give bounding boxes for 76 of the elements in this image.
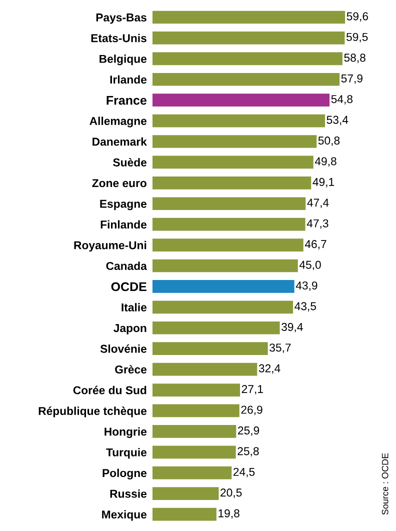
y-tick-label: Royaume-Uni [74, 240, 146, 252]
data-label: 45,0 [299, 260, 321, 270]
bar [152, 114, 326, 128]
bar [152, 321, 280, 334]
data-label: 59,5 [346, 32, 368, 42]
bar [152, 300, 294, 314]
data-label: 57,9 [341, 74, 362, 84]
y-tick-label: Italie [122, 303, 147, 312]
bar [152, 218, 306, 231]
data-label: 49,8 [314, 157, 336, 167]
y-tick-label: Corée du Sud [73, 386, 146, 394]
bar [152, 238, 304, 252]
bar [152, 10, 346, 24]
data-label: 50,8 [318, 136, 340, 146]
data-label: 24,5 [234, 468, 255, 478]
y-tick-label: République tchèque [38, 406, 147, 418]
bar [152, 32, 345, 44]
y-tick-label: Allemagne [90, 116, 147, 128]
y-tick-label: Suède [113, 158, 147, 166]
bar [152, 156, 314, 169]
bar [152, 197, 306, 210]
source-note: Source : OCDE [382, 453, 388, 515]
data-label: 25,9 [238, 426, 260, 436]
bar [152, 135, 317, 148]
y-tick-label: Japon [114, 324, 146, 334]
data-label: 32,4 [258, 364, 280, 374]
y-tick-label: Etats-Unis [91, 34, 146, 42]
data-label: 47,3 [306, 219, 328, 229]
bar [152, 72, 340, 86]
bar [152, 466, 232, 480]
y-tick-label: Turquie [106, 448, 147, 459]
y-tick-label: Pologne [102, 468, 147, 480]
data-label: 27,1 [242, 385, 263, 394]
bar [152, 52, 342, 66]
bar [152, 259, 298, 272]
y-tick-label: Zone euro [92, 179, 146, 188]
bar [152, 342, 268, 356]
y-tick-label: Pays-Bas [96, 14, 146, 24]
y-tick-label: Espagne [100, 200, 147, 210]
bar [152, 384, 240, 396]
y-tick-label: Hongrie [104, 427, 147, 438]
data-label: 54,8 [331, 95, 353, 104]
bar [152, 362, 258, 376]
data-label: 20,5 [220, 488, 242, 498]
data-label: 46,7 [304, 240, 326, 250]
data-label: 43,9 [296, 281, 318, 291]
y-tick-label: Grèce [115, 365, 147, 374]
data-label: 35,7 [270, 344, 291, 354]
bar [152, 404, 240, 418]
data-label: 39,4 [282, 322, 303, 332]
data-label: 58,8 [344, 54, 366, 64]
bar [152, 94, 330, 107]
y-tick-label: Russie [110, 489, 147, 498]
y-tick-label: Slovénie [100, 344, 147, 353]
bar [152, 508, 216, 521]
data-label: 47,4 [307, 198, 329, 208]
y-tick-label: Finlande [100, 220, 147, 229]
data-label: 53,4 [326, 116, 348, 126]
bar [152, 176, 312, 190]
y-tick-label: Irlande [110, 75, 147, 84]
bar [152, 487, 219, 500]
data-label: 25,8 [238, 447, 259, 457]
y-tick-label: France [106, 96, 146, 105]
bar [152, 425, 236, 438]
bar [152, 446, 236, 459]
data-label: 43,5 [294, 302, 316, 312]
data-label: 59,6 [346, 12, 368, 22]
data-label: 26,9 [241, 406, 262, 416]
y-tick-label: Canada [106, 262, 147, 270]
y-tick-label: OCDE [111, 282, 146, 292]
y-tick-label: Belgique [100, 54, 147, 66]
y-tick-label: Mexique [102, 510, 147, 521]
data-label: 49,1 [312, 178, 334, 188]
y-tick-label: Danemark [92, 137, 147, 146]
data-label: 19,8 [218, 509, 240, 519]
bar [152, 280, 294, 293]
